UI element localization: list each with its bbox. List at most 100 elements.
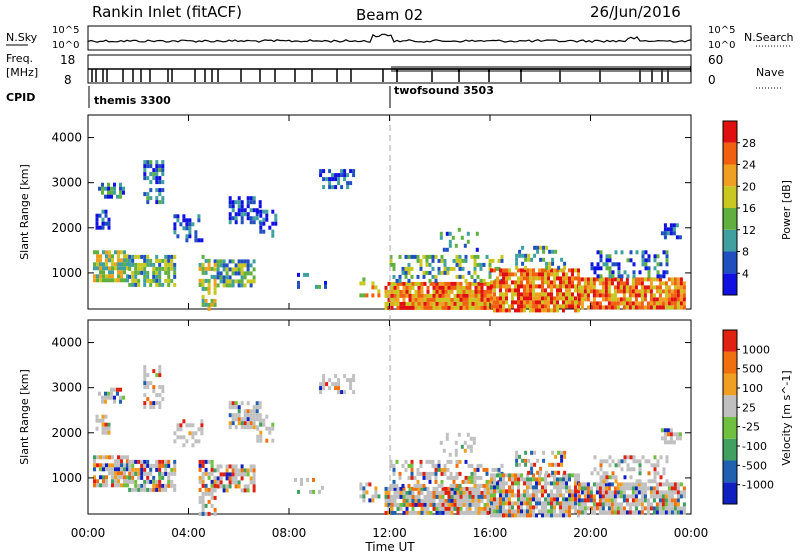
heat-cell bbox=[610, 502, 614, 507]
heat-cell bbox=[425, 471, 429, 476]
heat-cell bbox=[521, 458, 525, 463]
date-label: 26/Jun/2016 bbox=[590, 3, 681, 21]
heat-cell bbox=[396, 297, 400, 302]
heat-cell bbox=[99, 455, 102, 460]
heat-cell bbox=[462, 289, 466, 294]
heat-cell bbox=[152, 479, 156, 484]
heat-cell bbox=[128, 467, 132, 472]
heat-cell bbox=[210, 471, 214, 476]
heat-cell bbox=[155, 176, 159, 181]
heat-cell bbox=[111, 266, 114, 271]
heat-cell bbox=[222, 472, 226, 477]
heat-cell bbox=[185, 234, 189, 239]
heat-cell bbox=[632, 270, 636, 275]
heat-cell bbox=[649, 285, 653, 290]
heat-cell bbox=[402, 281, 406, 286]
heat-cell bbox=[473, 266, 477, 271]
heat-cell bbox=[505, 509, 508, 514]
heat-cell bbox=[649, 289, 653, 294]
heat-cell bbox=[526, 501, 529, 506]
colorbar-segment bbox=[723, 438, 737, 461]
heat-cell bbox=[505, 280, 508, 285]
heat-cell bbox=[252, 208, 256, 213]
heat-cell bbox=[173, 254, 177, 259]
heat-cell bbox=[560, 458, 564, 463]
heat-cell bbox=[473, 278, 477, 283]
heat-cell bbox=[682, 486, 686, 491]
heat-cell bbox=[520, 477, 523, 482]
heat-cell bbox=[101, 190, 104, 195]
heat-cell bbox=[625, 498, 629, 503]
heat-cell bbox=[318, 489, 321, 494]
heat-cell bbox=[164, 471, 168, 476]
heat-cell bbox=[110, 194, 113, 199]
heat-cell bbox=[608, 258, 612, 263]
heat-cell bbox=[673, 277, 677, 282]
heat-cell bbox=[598, 482, 602, 487]
heat-cell bbox=[586, 482, 590, 487]
heat-cell bbox=[622, 486, 626, 491]
heat-cell bbox=[454, 440, 458, 445]
heat-cell bbox=[252, 279, 256, 284]
heat-cell bbox=[550, 493, 553, 498]
heat-cell bbox=[547, 296, 550, 301]
heat-cell bbox=[490, 473, 493, 478]
heat-cell bbox=[586, 494, 590, 499]
heat-cell bbox=[461, 274, 465, 279]
heat-cell bbox=[411, 494, 415, 499]
heat-cell bbox=[111, 258, 114, 263]
heat-cell bbox=[176, 218, 180, 223]
heat-cell bbox=[240, 476, 244, 481]
heat-cell bbox=[599, 475, 603, 480]
heat-cell bbox=[123, 250, 126, 255]
heat-cell bbox=[523, 304, 526, 309]
heat-cell bbox=[601, 506, 605, 511]
heat-cell bbox=[667, 305, 671, 310]
heat-cell bbox=[456, 502, 460, 507]
heat-cell bbox=[243, 417, 247, 422]
freq-bottom-tick: 8 bbox=[64, 73, 72, 87]
y-tick-label: 3000 bbox=[51, 381, 82, 395]
heat-cell bbox=[454, 452, 458, 457]
heat-cell bbox=[198, 475, 202, 480]
heat-cell bbox=[646, 502, 650, 507]
heat-cell bbox=[399, 289, 403, 294]
heat-cell bbox=[140, 475, 144, 480]
heat-cell bbox=[511, 513, 514, 518]
heat-cell bbox=[601, 486, 605, 491]
heat-cell bbox=[228, 472, 232, 477]
heat-cell bbox=[405, 494, 409, 499]
heat-cell bbox=[399, 506, 403, 511]
heat-cell bbox=[643, 297, 647, 302]
heat-cell bbox=[565, 272, 568, 277]
heat-cell bbox=[544, 513, 547, 518]
heat-cell bbox=[551, 450, 555, 455]
heat-cell bbox=[402, 510, 406, 515]
heat-cell bbox=[402, 305, 406, 310]
heat-cell bbox=[228, 216, 232, 221]
heat-cell bbox=[249, 476, 253, 481]
heat-cell bbox=[222, 267, 226, 272]
heat-cell bbox=[331, 173, 335, 178]
heat-cell bbox=[237, 200, 241, 205]
heat-cell bbox=[632, 262, 636, 267]
heat-cell bbox=[592, 297, 596, 302]
colorbar-tick-label: -1000 bbox=[742, 479, 774, 492]
heat-cell bbox=[173, 266, 177, 271]
heat-cell bbox=[616, 486, 620, 491]
heat-cell bbox=[667, 297, 671, 302]
heat-cell bbox=[508, 513, 511, 518]
heat-cell bbox=[149, 188, 153, 193]
heat-cell bbox=[655, 494, 659, 499]
heat-cell bbox=[523, 497, 526, 502]
heat-cell bbox=[565, 304, 568, 309]
heat-cell bbox=[312, 477, 315, 482]
heat-cell bbox=[443, 467, 447, 472]
heat-cell bbox=[493, 485, 496, 490]
heat-cell bbox=[643, 506, 647, 511]
station-title: Rankin Inlet (fitACF) bbox=[92, 3, 242, 21]
heat-cell bbox=[231, 417, 235, 422]
heat-cell bbox=[593, 266, 597, 271]
heat-cell bbox=[634, 289, 638, 294]
heat-cell bbox=[523, 288, 526, 293]
